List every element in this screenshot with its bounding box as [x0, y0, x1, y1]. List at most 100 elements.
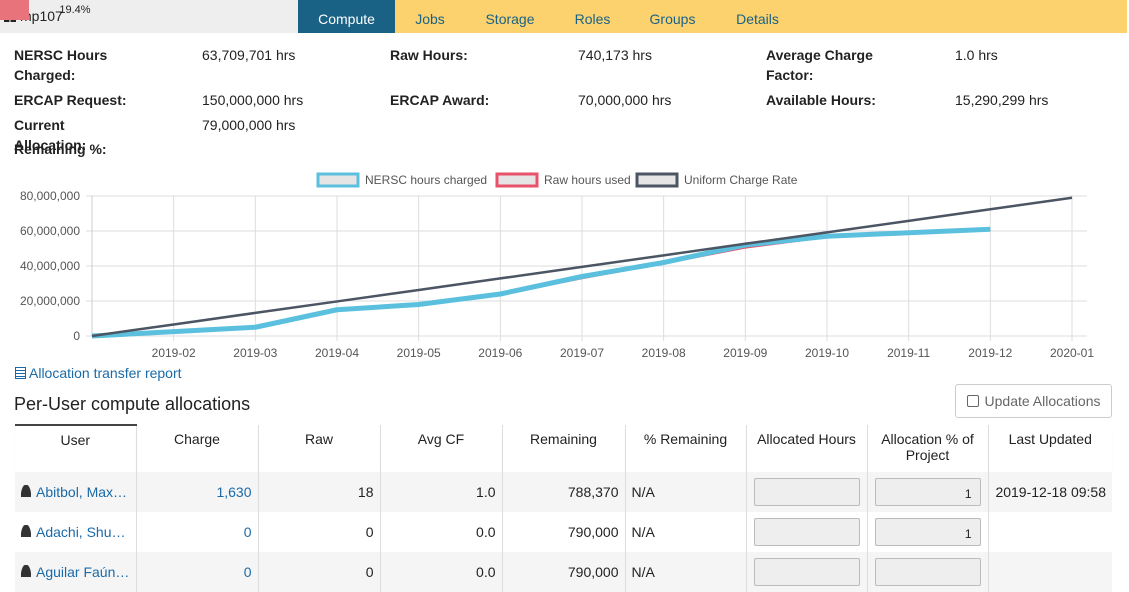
pct-remaining: N/A [624, 512, 746, 552]
table-row: Aguilar Faún… 0 0 0.0 790,000 N/A [15, 552, 1112, 592]
cell: 0 [135, 552, 258, 592]
y-tick-label: 60,000,000 [20, 224, 80, 238]
alloc-hours [745, 552, 867, 592]
field-value: 70,000,000 hrs [578, 92, 672, 108]
field-value: 740,173 hrs [578, 47, 652, 63]
x-tick-label: 2019-11 [887, 346, 930, 360]
x-tick-label: 2019-05 [397, 346, 441, 360]
y-tick-label: 80,000,000 [20, 189, 80, 203]
column-header: Raw [257, 425, 380, 472]
y-tick-label: 0 [73, 329, 80, 343]
charge[interactable]: 0 [243, 564, 252, 580]
progress-text: 19.4% [59, 4, 91, 16]
avg-cf: 0.0 [476, 564, 496, 580]
column-header: Allocation % of Project [866, 425, 988, 472]
column-header: Allocated Hours [745, 425, 867, 472]
remaining-label: Remaining %: [14, 141, 107, 157]
table-row: Adachi, Shu… 0 0 0.0 790,000 N/A 1 [15, 512, 1112, 552]
user-icon [21, 485, 31, 497]
alloc-hours-input[interactable] [753, 478, 860, 506]
cell: 0 [135, 512, 258, 552]
tab[interactable]: Compute [298, 0, 395, 33]
alloc-pct [866, 552, 988, 592]
field-label: Current Allocation: [14, 117, 87, 153]
alloc-pct: 1 [866, 512, 988, 552]
x-tick-label: 2019-04 [315, 346, 359, 360]
cell: 0.0 [379, 512, 502, 552]
field-label: Raw Hours: [390, 47, 468, 63]
column-header: % Remaining [624, 425, 746, 472]
legend-label: Uniform Charge Rate [684, 173, 798, 187]
update-button-text[interactable]: Update Allocations [984, 393, 1101, 409]
alloc-pct-input[interactable]: 1 [874, 478, 981, 506]
tab[interactable]: Details [736, 11, 779, 27]
remaining: 788,370 [567, 484, 619, 500]
legend-swatch [495, 172, 539, 188]
tab[interactable]: Groups [649, 11, 696, 27]
raw: 0 [365, 564, 374, 580]
column-header: Avg CF [379, 425, 502, 472]
charge[interactable]: 0 [243, 524, 252, 540]
allocations-table: User Charge Raw Avg CF Remaining% Remaining A… [15, 424, 1112, 592]
project-name: mp107 [20, 8, 63, 24]
field-label: Average Charge Factor: [766, 47, 873, 83]
user-link[interactable]: Abitbol, Max… [36, 484, 128, 500]
field-value: 15,290,299 hrs [955, 92, 1049, 108]
raw: 0 [365, 524, 374, 540]
y-tick-label: 40,000,000 [20, 259, 80, 273]
x-tick-label: 2019-03 [233, 346, 277, 360]
legend-label: Raw hours used [544, 173, 631, 187]
field-label: ERCAP Award: [390, 92, 490, 108]
user-icon [21, 525, 31, 537]
column-header: Last Updated [987, 425, 1112, 472]
alloc-pct-input[interactable]: 1 [874, 518, 981, 546]
field-label: ERCAP Request: [14, 92, 127, 108]
tab[interactable]: Storage [485, 11, 535, 27]
cell: 18 [257, 472, 380, 512]
last-updated: 2019-12-18 09:58 [987, 472, 1112, 512]
transfer-link[interactable]: Allocation transfer report [15, 365, 182, 381]
tab[interactable]: Roles [574, 11, 611, 27]
tab[interactable]: Jobs [415, 11, 445, 27]
transfer-link-text[interactable]: Allocation transfer report [29, 365, 182, 381]
legend-swatch [635, 172, 679, 188]
series-line [91, 226, 991, 339]
alloc-pct-input[interactable] [874, 558, 981, 586]
cell: 1,630 [135, 472, 258, 512]
last-updated [987, 552, 1112, 592]
pct-remaining: N/A [624, 552, 746, 592]
field-value: 1.0 hrs [955, 47, 998, 63]
alloc-hours [745, 472, 867, 512]
legend-swatch [316, 172, 360, 188]
x-tick-label: 2019-07 [560, 346, 604, 360]
user-link[interactable]: Adachi, Shu… [36, 524, 126, 540]
pct-remaining: N/A [624, 472, 746, 512]
x-tick-label: 2019-12 [968, 346, 1012, 360]
cell: 0 [257, 552, 380, 592]
avg-cf: 1.0 [476, 484, 496, 500]
user-link[interactable]: Aguilar Faún… [36, 564, 130, 580]
user-cell: Adachi, Shu… [15, 512, 136, 552]
alloc-hours [745, 512, 867, 552]
table-row: Abitbol, Max… 1,630 18 1.0 788,370 N/A 1 2019-1… [15, 472, 1112, 512]
alloc-hours-input[interactable] [753, 518, 860, 546]
cell: 0.0 [379, 552, 502, 592]
cell: 0 [257, 512, 380, 552]
field-value: 79,000,000 hrs [202, 117, 296, 133]
update-button[interactable]: Update Allocations [955, 384, 1112, 418]
legend-label: NERSC hours charged [365, 173, 487, 187]
column-header: Remaining [501, 425, 625, 472]
chart: 0 20,000,000 40,000,000 60,000,000 80,000,00… [20, 172, 1094, 360]
field-label: Available Hours: [766, 92, 876, 108]
x-tick-label: 2019-10 [805, 346, 849, 360]
cell: 790,000 [501, 552, 625, 592]
cell: 788,370 [501, 472, 625, 512]
y-tick-label: 20,000,000 [20, 294, 80, 308]
progress-fill [0, 0, 30, 20]
section-title: Per-User compute allocations [14, 394, 251, 414]
alloc-hours-input[interactable] [753, 558, 860, 586]
last-updated [987, 512, 1112, 552]
charge[interactable]: 1,630 [216, 484, 252, 500]
column-header: User [15, 424, 136, 472]
